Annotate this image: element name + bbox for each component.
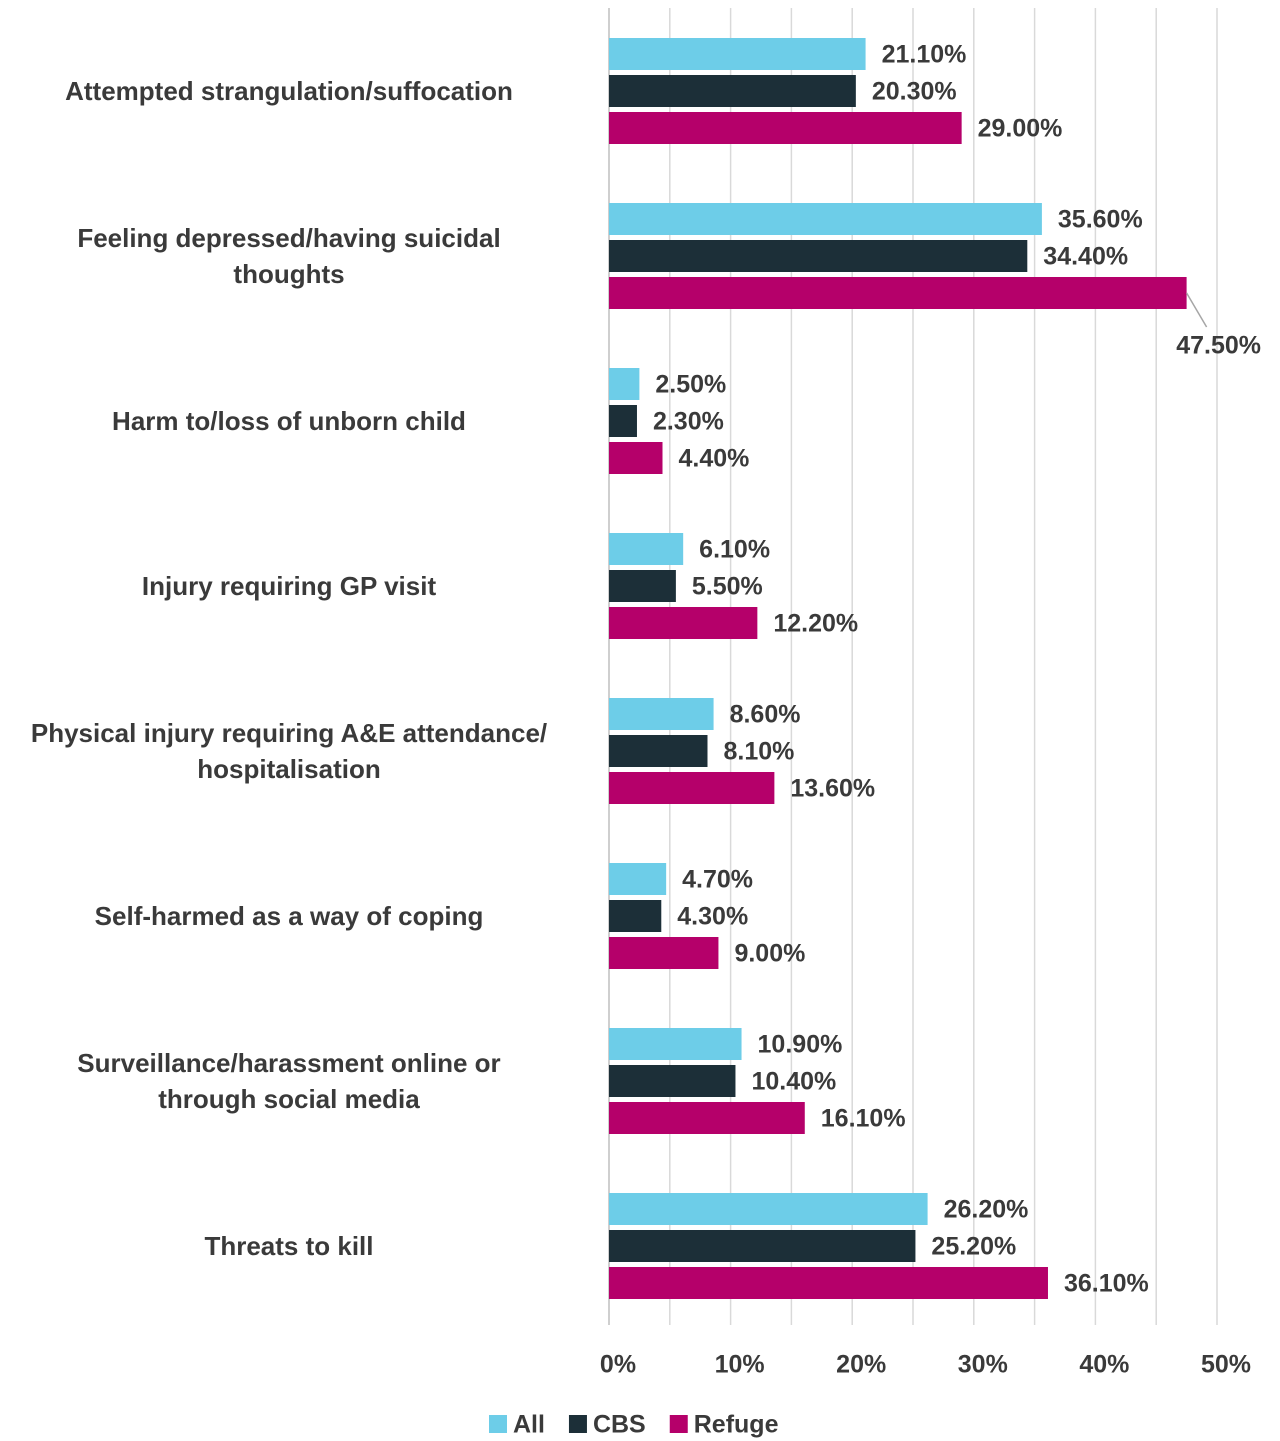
category-label: Feeling depressed/having suicidal though… xyxy=(77,223,501,289)
value-label: 8.60% xyxy=(730,701,801,729)
value-label: 8.10% xyxy=(723,738,794,766)
value-label: 34.40% xyxy=(1043,243,1128,271)
bar xyxy=(609,405,637,437)
x-tick-label: 40% xyxy=(1079,1351,1129,1379)
category-label: Surveillance/harassment online or throug… xyxy=(77,1048,501,1114)
value-label: 12.20% xyxy=(773,610,858,638)
bar xyxy=(609,442,663,474)
value-label: 2.30% xyxy=(653,408,724,436)
bar xyxy=(609,368,640,400)
legend-swatch xyxy=(489,1415,507,1433)
x-tick-label: 50% xyxy=(1201,1351,1251,1379)
bar xyxy=(609,38,866,70)
legend-label: All xyxy=(513,1411,545,1439)
bar xyxy=(609,277,1187,309)
x-tick-label: 0% xyxy=(600,1351,636,1379)
legend-label: CBS xyxy=(593,1411,646,1439)
value-label: 16.10% xyxy=(821,1105,906,1133)
value-label: 21.10% xyxy=(882,41,967,69)
bar xyxy=(609,607,758,639)
legend-swatch xyxy=(669,1415,688,1433)
x-tick-label: 10% xyxy=(715,1351,765,1379)
category-label: Threats to kill xyxy=(204,1231,374,1261)
bar xyxy=(609,1193,928,1225)
value-label: 4.70% xyxy=(682,866,753,894)
value-label: 26.20% xyxy=(944,1196,1029,1224)
value-label: 20.30% xyxy=(872,78,957,106)
bar xyxy=(609,533,684,565)
value-label: 36.10% xyxy=(1064,1270,1149,1298)
value-label: 10.90% xyxy=(758,1031,843,1059)
bar xyxy=(609,75,856,107)
bar xyxy=(609,203,1042,235)
bar xyxy=(609,1102,805,1134)
value-label: 47.50% xyxy=(1176,332,1261,360)
value-label: 29.00% xyxy=(978,115,1063,143)
category-label: Physical injury requiring A&E attendance… xyxy=(30,718,548,784)
value-label: 5.50% xyxy=(692,573,763,601)
bar xyxy=(609,570,676,602)
value-label: 6.10% xyxy=(699,536,770,564)
bar xyxy=(609,698,714,730)
category-label: Injury requiring GP visit xyxy=(141,571,437,601)
legend-label: Refuge xyxy=(694,1411,779,1439)
bar xyxy=(609,1065,736,1097)
value-label: 4.30% xyxy=(677,903,748,931)
value-label: 2.50% xyxy=(655,371,726,399)
value-label: 4.40% xyxy=(679,445,750,473)
value-label: 10.40% xyxy=(751,1068,836,1096)
leader-line xyxy=(1185,292,1208,328)
category-label: Attempted strangulation/suffocation xyxy=(65,76,513,106)
x-tick-label: 20% xyxy=(836,1351,886,1379)
bar xyxy=(609,772,775,804)
bar xyxy=(609,937,719,969)
legend-swatch xyxy=(568,1415,587,1433)
category-label: Harm to/loss of unborn child xyxy=(112,406,466,436)
bar xyxy=(609,240,1028,272)
category-label: Self-harmed as a way of coping xyxy=(94,901,484,931)
bar xyxy=(609,112,962,144)
bar xyxy=(609,1267,1048,1299)
value-label: 35.60% xyxy=(1058,206,1143,234)
bar xyxy=(609,1028,742,1060)
x-tick-label: 30% xyxy=(958,1351,1008,1379)
value-label: 13.60% xyxy=(790,775,875,803)
value-label: 25.20% xyxy=(931,1233,1016,1261)
value-label: 9.00% xyxy=(734,940,805,968)
bar xyxy=(609,1230,916,1262)
bar xyxy=(609,900,662,932)
bar xyxy=(609,863,667,895)
bar xyxy=(609,735,708,767)
